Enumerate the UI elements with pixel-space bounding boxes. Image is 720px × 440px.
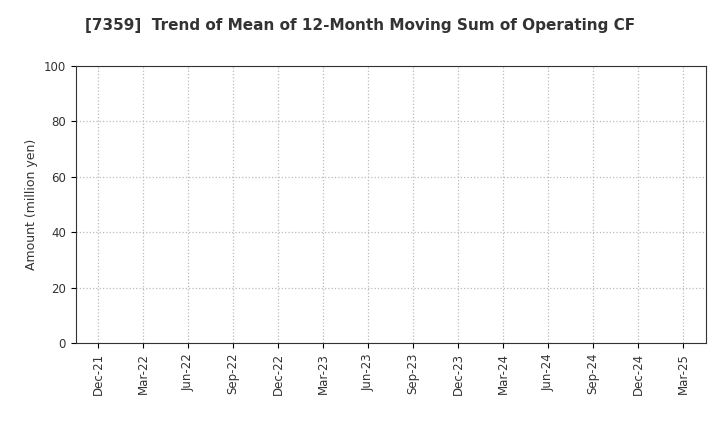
Y-axis label: Amount (million yen): Amount (million yen) [25, 139, 38, 270]
Text: [7359]  Trend of Mean of 12-Month Moving Sum of Operating CF: [7359] Trend of Mean of 12-Month Moving … [85, 18, 635, 33]
